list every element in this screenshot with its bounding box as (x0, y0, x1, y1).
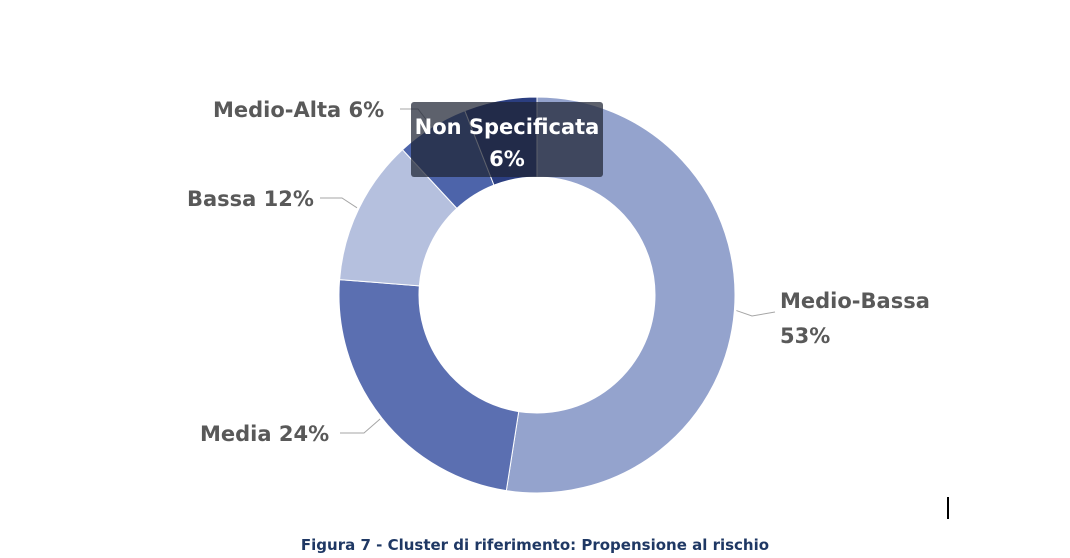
text-cursor (947, 497, 949, 519)
data-label-medio-bassa: Medio-Bassa 53% (780, 289, 930, 348)
figure-caption: Figura 7 - Cluster di riferimento: Prope… (300, 536, 770, 554)
leader-line-bassa (320, 197, 358, 209)
donut-chart: Medio-Bassa 53% Media 24% Bassa 12% Medio-Al… (187, 96, 930, 494)
data-label-media: Media 24% (200, 422, 329, 446)
tooltip-category: Non Specificata (415, 115, 600, 139)
tooltip-box (411, 102, 603, 177)
data-label-medio-alta: Medio-Alta 6% (213, 98, 384, 122)
leader-line-media (340, 418, 381, 434)
data-label-bassa: Bassa 12% (187, 187, 314, 211)
slice-media[interactable] (338, 279, 520, 492)
slice-medio-bassa[interactable] (505, 96, 736, 494)
tooltip: Non Specificata 6% (411, 102, 603, 177)
data-labels-layer: Medio-Bassa 53% Media 24% Bassa 12% Medio-Al… (187, 98, 930, 446)
leader-line-medio-bassa (736, 310, 776, 317)
tooltip-value: 6% (489, 147, 525, 171)
